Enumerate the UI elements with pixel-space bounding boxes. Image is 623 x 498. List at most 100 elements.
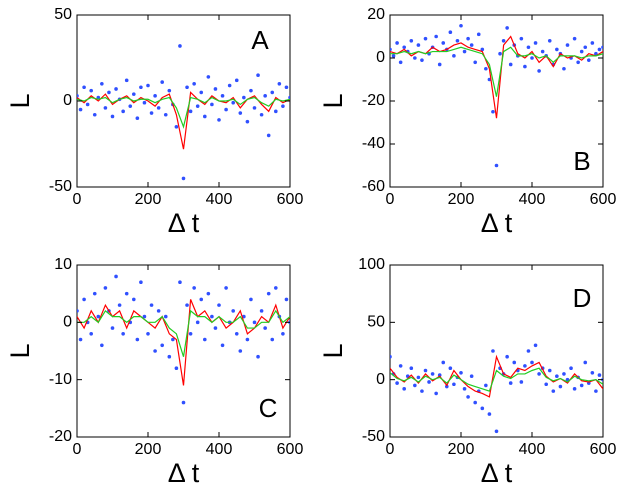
y-tick-label: 0 <box>63 314 72 331</box>
data-point <box>245 119 250 124</box>
data-point <box>469 43 474 47</box>
data-point <box>284 297 289 302</box>
data-point <box>526 45 531 50</box>
data-point <box>77 94 79 98</box>
data-point <box>171 337 175 342</box>
y-tick-label: -50 <box>362 428 385 445</box>
data-point <box>398 364 403 368</box>
data-point <box>281 332 285 336</box>
data-point <box>498 51 502 56</box>
data-point <box>178 280 182 285</box>
data-point <box>263 326 267 330</box>
x-axis-label: Δ t <box>481 458 513 488</box>
plot-frame <box>389 264 604 438</box>
data-point <box>469 374 474 379</box>
data-point <box>256 73 260 77</box>
data-point <box>540 49 545 54</box>
data-point <box>217 303 221 307</box>
data-point <box>224 286 228 290</box>
data-point <box>523 64 527 69</box>
y-axis-label: L <box>318 343 348 358</box>
data-point <box>402 45 407 50</box>
data-point <box>579 383 584 388</box>
data-point <box>448 366 453 371</box>
x-tick-label: 400 <box>519 441 546 458</box>
data-point <box>427 380 431 384</box>
x-tick-label: 0 <box>386 441 395 458</box>
data-point <box>103 106 108 110</box>
data-point <box>505 354 509 359</box>
plot-frame <box>389 14 604 188</box>
data-point <box>220 343 225 348</box>
panel-annotation: A <box>251 25 269 55</box>
data-point <box>252 320 257 325</box>
data-point <box>135 116 140 120</box>
x-tick-label: 0 <box>73 191 82 208</box>
data-point <box>434 391 438 396</box>
data-point <box>416 43 421 47</box>
data-point <box>594 51 598 56</box>
data-point <box>181 176 186 181</box>
panel-annotation: C <box>259 393 278 423</box>
data-point <box>121 332 125 336</box>
x-tick-label: 600 <box>277 441 304 458</box>
data-point <box>234 332 239 336</box>
y-tick-label: 0 <box>376 371 385 388</box>
data-line <box>390 354 603 398</box>
data-point <box>135 337 140 342</box>
data-point <box>263 94 267 98</box>
data-point <box>231 309 235 313</box>
data-point <box>423 368 428 373</box>
y-tick-label: -20 <box>362 92 385 109</box>
data-point <box>110 326 115 330</box>
x-tick-label: 200 <box>448 191 475 208</box>
data-point <box>242 95 246 100</box>
data-point <box>452 382 456 387</box>
data-point <box>203 337 207 342</box>
data-point <box>195 320 200 325</box>
data-point <box>249 297 253 302</box>
y-tick-label: -20 <box>49 428 72 445</box>
plot-area <box>77 44 290 181</box>
data-point <box>583 45 588 50</box>
data-point <box>210 102 214 107</box>
data-point <box>398 60 403 65</box>
data-point <box>587 58 591 62</box>
data-point <box>234 78 239 83</box>
data-point <box>185 303 189 307</box>
x-axis-label: Δ t <box>168 458 200 488</box>
data-point <box>533 343 538 348</box>
data-point <box>284 85 289 90</box>
plot-frame <box>76 14 291 188</box>
data-point <box>437 373 442 377</box>
data-point <box>259 309 264 313</box>
data-point <box>217 118 221 122</box>
data-point <box>231 100 235 105</box>
data-point <box>117 303 122 307</box>
data-point <box>551 389 556 393</box>
data-point <box>491 109 495 114</box>
data-point <box>146 332 150 336</box>
data-point <box>423 36 428 41</box>
data-point <box>572 387 577 391</box>
panel-annotation: D <box>573 283 592 313</box>
data-point <box>277 82 282 86</box>
data-point <box>494 163 499 168</box>
data-point <box>160 343 164 348</box>
data-point <box>82 297 86 302</box>
data-point <box>476 32 481 37</box>
data-point <box>245 337 250 342</box>
y-tick-label: 10 <box>54 256 72 273</box>
data-point <box>89 332 93 336</box>
data-point <box>142 314 147 319</box>
y-tick-label: 100 <box>358 256 385 273</box>
data-point <box>512 360 517 365</box>
data-point <box>523 364 527 368</box>
data-point <box>142 100 147 105</box>
data-point <box>185 85 189 90</box>
x-tick-label: 200 <box>448 441 475 458</box>
data-point <box>121 109 125 114</box>
data-point <box>195 104 200 108</box>
data-point <box>547 39 552 43</box>
